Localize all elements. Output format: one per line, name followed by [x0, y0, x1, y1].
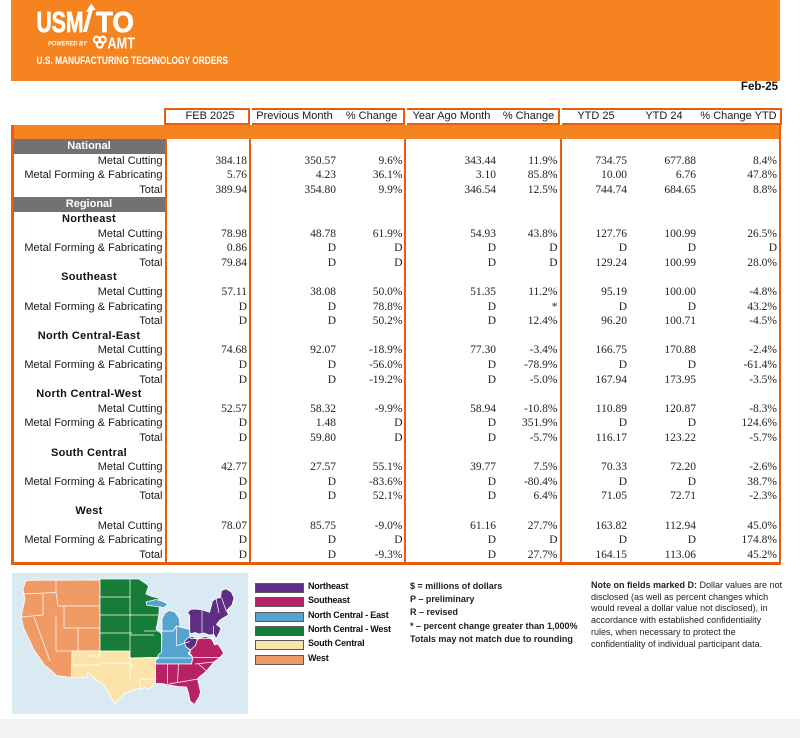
svg-text:USM: USM [37, 7, 84, 39]
svg-text:U.S. MANUFACTURING TECHNOLOGY: U.S. MANUFACTURING TECHNOLOGY ORDERS [37, 55, 229, 67]
svg-text:AMT: AMT [108, 36, 136, 53]
svg-text:TO: TO [96, 7, 134, 39]
svg-text:POWERED BY: POWERED BY [48, 40, 88, 47]
